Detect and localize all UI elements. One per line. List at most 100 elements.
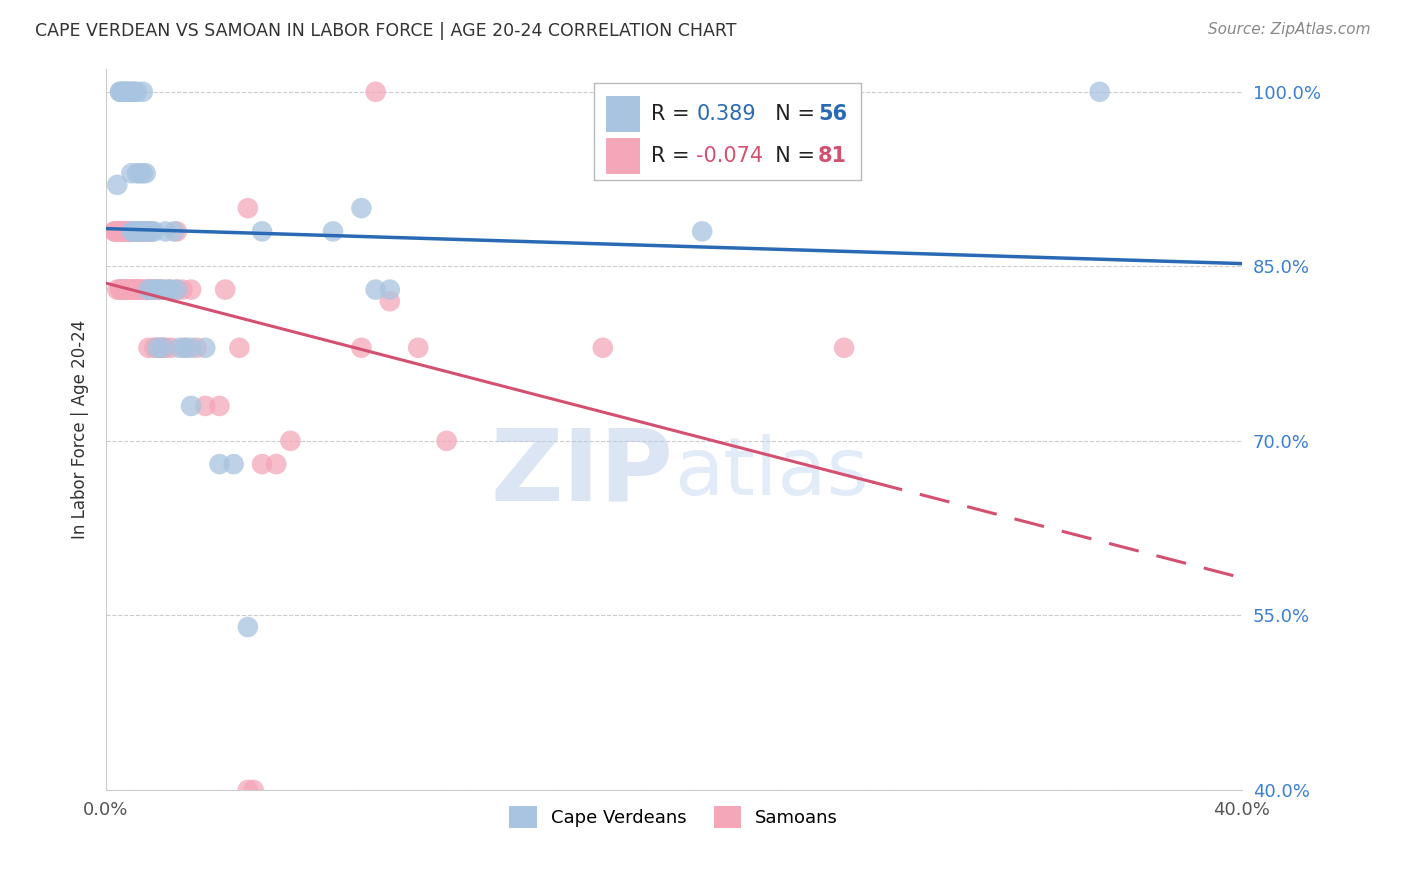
Point	[152, 341, 174, 355]
Point	[146, 341, 169, 355]
Point	[120, 283, 142, 297]
Point	[350, 341, 373, 355]
Point	[228, 341, 250, 355]
Point	[127, 224, 149, 238]
Point	[129, 283, 152, 297]
Point	[127, 224, 149, 238]
Point	[127, 283, 149, 297]
Point	[406, 341, 429, 355]
Point	[132, 224, 155, 238]
Point	[105, 283, 128, 297]
Point	[132, 85, 155, 99]
Point	[111, 85, 134, 99]
Point	[124, 283, 146, 297]
Point	[149, 283, 172, 297]
Point	[155, 224, 177, 238]
Point	[242, 783, 264, 797]
Point	[160, 341, 183, 355]
Point	[124, 85, 146, 99]
Point	[378, 283, 401, 297]
Point	[108, 224, 131, 238]
Text: atlas: atlas	[673, 434, 868, 511]
Point	[180, 399, 202, 413]
Point	[141, 283, 163, 297]
Text: R =: R =	[651, 104, 696, 124]
Point	[117, 224, 139, 238]
Point	[138, 283, 160, 297]
Point	[108, 85, 131, 99]
Text: N =: N =	[762, 146, 823, 166]
Point	[105, 224, 128, 238]
Text: 81: 81	[818, 146, 846, 166]
Point	[155, 341, 177, 355]
Point	[105, 224, 128, 238]
Point	[124, 224, 146, 238]
Point	[280, 434, 302, 448]
Point	[166, 283, 188, 297]
Point	[135, 224, 157, 238]
Point	[236, 620, 259, 634]
Point	[208, 399, 231, 413]
Point	[214, 283, 236, 297]
Point	[436, 434, 458, 448]
Point	[146, 283, 169, 297]
Point	[169, 341, 191, 355]
Text: -0.074: -0.074	[696, 146, 763, 166]
Text: N =: N =	[762, 104, 823, 124]
Point	[111, 283, 134, 297]
Point	[160, 283, 183, 297]
Point	[108, 224, 131, 238]
Point	[350, 201, 373, 215]
Point	[103, 224, 125, 238]
Point	[132, 166, 155, 180]
Text: ZIP: ZIP	[491, 424, 673, 521]
Point	[157, 283, 180, 297]
Point	[194, 341, 217, 355]
Point	[127, 85, 149, 99]
Point	[111, 85, 134, 99]
Point	[138, 283, 160, 297]
Text: 56: 56	[818, 104, 846, 124]
Point	[108, 283, 131, 297]
Point	[138, 224, 160, 238]
FancyBboxPatch shape	[606, 138, 640, 174]
Point	[143, 224, 166, 238]
Text: R =: R =	[651, 146, 696, 166]
Point	[129, 166, 152, 180]
Point	[111, 224, 134, 238]
Point	[378, 294, 401, 309]
Point	[108, 85, 131, 99]
Point	[690, 224, 713, 238]
Point	[117, 283, 139, 297]
Point	[127, 224, 149, 238]
Point	[152, 283, 174, 297]
Point	[138, 283, 160, 297]
Text: CAPE VERDEAN VS SAMOAN IN LABOR FORCE | AGE 20-24 CORRELATION CHART: CAPE VERDEAN VS SAMOAN IN LABOR FORCE | …	[35, 22, 737, 40]
Point	[114, 224, 136, 238]
Point	[124, 224, 146, 238]
Point	[127, 283, 149, 297]
Point	[166, 224, 188, 238]
Point	[117, 283, 139, 297]
Point	[117, 85, 139, 99]
Point	[135, 283, 157, 297]
Point	[143, 341, 166, 355]
Point	[105, 178, 128, 192]
Point	[143, 283, 166, 297]
Y-axis label: In Labor Force | Age 20-24: In Labor Force | Age 20-24	[72, 319, 89, 539]
Point	[180, 283, 202, 297]
Point	[174, 341, 197, 355]
FancyBboxPatch shape	[606, 96, 640, 132]
Point	[135, 166, 157, 180]
Point	[135, 224, 157, 238]
Point	[236, 201, 259, 215]
FancyBboxPatch shape	[595, 83, 860, 180]
Text: 0.389: 0.389	[696, 104, 756, 124]
Legend: Cape Verdeans, Samoans: Cape Verdeans, Samoans	[502, 798, 845, 835]
Point	[114, 283, 136, 297]
Point	[146, 341, 169, 355]
Point	[222, 457, 245, 471]
Point	[114, 85, 136, 99]
Point	[208, 457, 231, 471]
Point	[127, 166, 149, 180]
